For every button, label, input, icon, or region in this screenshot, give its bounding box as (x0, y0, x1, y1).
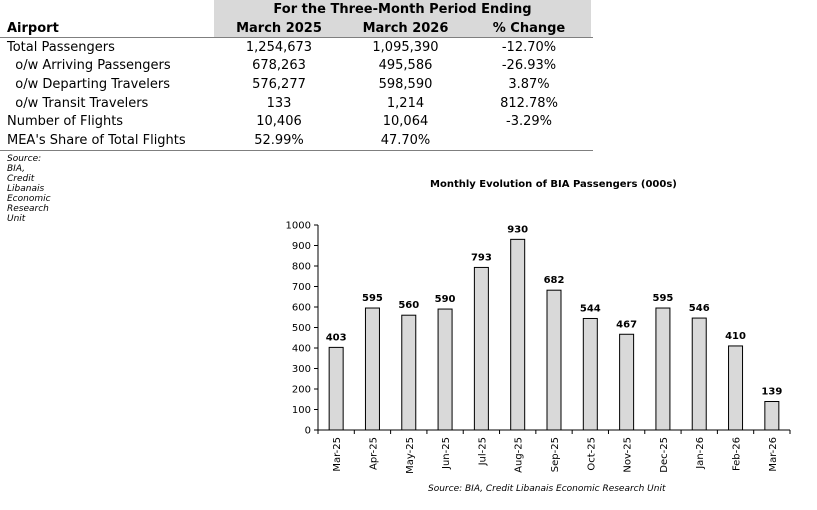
y-tick-label: 100 (292, 405, 311, 416)
x-tick-label: May-25 (405, 437, 416, 474)
row-label: MEA's Share of Total Flights (7, 133, 186, 148)
table-row: o/w Transit Travelers 133 1,214 812.78% (0, 94, 593, 113)
x-tick-label: Mar-25 (332, 437, 343, 472)
period-header: For the Three-Month Period Ending (214, 0, 591, 19)
y-tick-label: 0 (305, 426, 311, 437)
x-tick-label: Apr-25 (368, 437, 379, 470)
cell-value: 678,263 (252, 58, 306, 73)
x-tick-label: Oct-25 (586, 437, 597, 471)
bar (691, 317, 707, 431)
table-row: o/w Departing Travelers 576,277 598,590 … (0, 75, 593, 94)
data-label: 595 (652, 293, 673, 304)
bar (728, 345, 744, 431)
header-airport: Airport (7, 21, 59, 36)
data-label: 546 (689, 303, 710, 314)
bar (473, 266, 489, 431)
y-tick-label: 1000 (286, 221, 311, 232)
cell-value: -26.93% (501, 58, 557, 73)
data-label: 590 (435, 294, 456, 305)
data-label: 403 (326, 332, 347, 343)
x-tick-label: Jun-25 (441, 437, 452, 470)
cell-value: 47.70% (380, 133, 431, 148)
header-march-2025: March 2025 (214, 19, 344, 38)
bar (546, 289, 562, 431)
cell-value: 576,277 (252, 77, 306, 92)
row-label: Number of Flights (7, 114, 124, 129)
cell-value: 10,406 (256, 114, 302, 129)
data-label: 930 (507, 224, 528, 235)
x-tick-label: Sep-25 (550, 437, 561, 472)
cell-value: 1,214 (386, 96, 425, 111)
header-divider (0, 37, 593, 38)
bar (437, 308, 453, 431)
table-source: Source: BIA, Credit Libanais Economic Re… (7, 154, 51, 224)
bar (364, 307, 380, 431)
bar (401, 314, 417, 431)
table-bottom-rule (0, 150, 593, 151)
data-label: 682 (544, 275, 565, 286)
table-row: o/w Arriving Passengers 678,263 495,586 … (0, 56, 593, 75)
y-tick-label: 800 (292, 262, 311, 273)
row-label: o/w Transit Travelers (7, 96, 149, 111)
x-tick-label: Mar-26 (768, 437, 779, 472)
y-tick-label: 600 (292, 303, 311, 314)
cell-value: -12.70% (501, 40, 557, 55)
bar (619, 333, 635, 431)
chart-source: Source: BIA, Credit Libanais Economic Re… (428, 484, 666, 494)
data-label: 560 (398, 300, 419, 311)
x-tick-label: Jan-26 (695, 437, 706, 470)
row-label: o/w Departing Travelers (7, 77, 171, 92)
x-tick-label: Feb-26 (732, 437, 743, 471)
x-tick-label: Dec-25 (659, 437, 670, 473)
x-tick-label: Nov-25 (623, 437, 634, 473)
bar (582, 317, 598, 431)
header-pct-change: % Change (467, 19, 591, 38)
table-header-row: Airport March 2025 March 2026 % Change (0, 19, 593, 38)
table-row: Total Passengers 1,254,673 1,095,390 -12… (0, 38, 593, 57)
y-tick-label: 700 (292, 282, 311, 293)
y-tick-label: 500 (292, 323, 311, 334)
bar (510, 238, 526, 431)
data-label: 467 (616, 319, 637, 330)
table-row: Number of Flights 10,406 10,064 -3.29% (0, 112, 593, 131)
bar (764, 401, 780, 431)
y-tick-label: 300 (292, 364, 311, 375)
data-label: 139 (761, 387, 782, 398)
cell-value: 10,064 (382, 114, 429, 129)
data-label: 410 (725, 331, 746, 342)
x-tick-label: Jul-25 (477, 437, 488, 466)
cell-value: 1,095,390 (372, 40, 439, 55)
cell-value: 52.99% (254, 133, 304, 148)
row-label: o/w Arriving Passengers (7, 58, 171, 73)
data-label: 793 (471, 252, 492, 263)
row-label: Total Passengers (7, 40, 115, 55)
table-row: MEA's Share of Total Flights 52.99% 47.7… (0, 131, 593, 150)
header-march-2026: March 2026 (344, 19, 467, 38)
chart-title: Monthly Evolution of BIA Passengers (000… (430, 179, 677, 190)
y-tick-label: 900 (292, 241, 311, 252)
x-tick-label: Aug-25 (514, 437, 525, 473)
cell-value: 3.87% (508, 77, 550, 92)
cell-value: 133 (266, 96, 292, 111)
bar (655, 307, 671, 431)
data-label: 595 (362, 293, 383, 304)
bar (328, 346, 344, 431)
data-label: 544 (580, 303, 601, 314)
cell-value: 812.78% (500, 96, 558, 111)
cell-value: 1,254,673 (245, 40, 313, 55)
y-tick-label: 400 (292, 344, 311, 355)
y-tick-label: 200 (292, 385, 311, 396)
cell-value: 495,586 (378, 58, 433, 73)
cell-value: 598,590 (378, 77, 433, 92)
cell-value: -3.29% (506, 114, 552, 129)
